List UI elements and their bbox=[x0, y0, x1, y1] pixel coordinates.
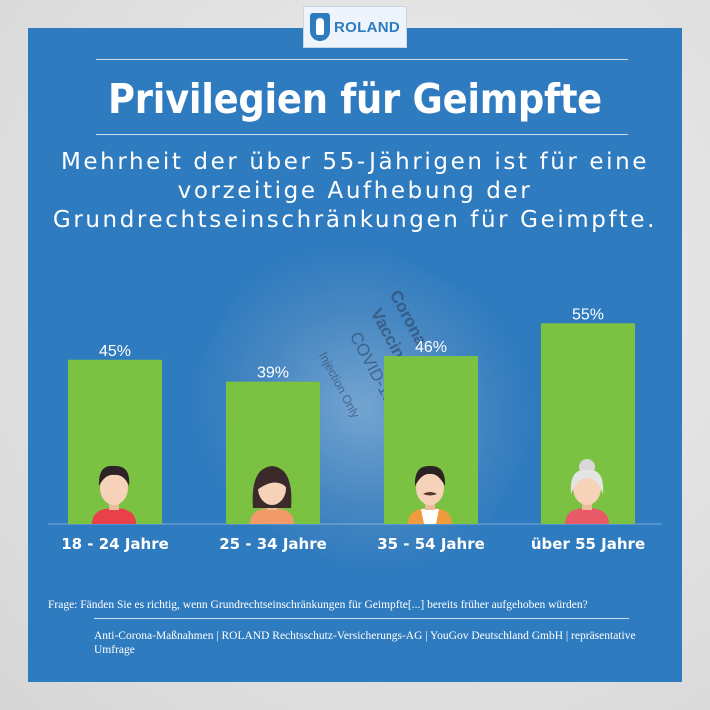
logo-text: ROLAND bbox=[334, 18, 400, 36]
bar-value-label-2: 39% bbox=[257, 365, 289, 382]
young-man-icon bbox=[92, 465, 136, 524]
survey-question: Frage: Fänden Sie es richtig, wenn Grund… bbox=[48, 599, 588, 611]
middle-aged-man-icon bbox=[408, 465, 452, 524]
category-label-2: 25 - 34 Jahre bbox=[219, 535, 327, 553]
bar-value-label-4: 55% bbox=[572, 306, 604, 323]
category-label-4: über 55 Jahre bbox=[531, 535, 645, 553]
roland-logo: ROLAND bbox=[303, 6, 407, 48]
footer-rule bbox=[94, 618, 629, 619]
source-note: Anti-Corona-Maßnahmen | ROLAND Rechtssch… bbox=[94, 630, 636, 656]
title-top-rule bbox=[96, 59, 628, 60]
infographic-panel: Corona Vaccine COVID-19 Injection Only P… bbox=[28, 28, 682, 682]
young-woman-icon bbox=[250, 466, 294, 524]
bar-value-label-1: 45% bbox=[99, 343, 131, 360]
roland-shield-icon bbox=[310, 13, 331, 41]
category-label-1: 18 - 24 Jahre bbox=[61, 535, 169, 553]
category-label-3: 35 - 54 Jahre bbox=[377, 535, 485, 553]
page-title: Privilegien für Geimpfte bbox=[108, 75, 602, 123]
bar-value-label-3: 46% bbox=[415, 339, 447, 356]
bar-chart: 45% 18 - 24 Jahre 39% 25 - 34 Jahre 46% 35 - … bbox=[48, 306, 662, 553]
elderly-woman-icon bbox=[565, 459, 609, 524]
subtitle: Mehrheit der über 55-Jährigen ist für ei… bbox=[52, 149, 658, 233]
title-bottom-rule bbox=[96, 134, 628, 135]
